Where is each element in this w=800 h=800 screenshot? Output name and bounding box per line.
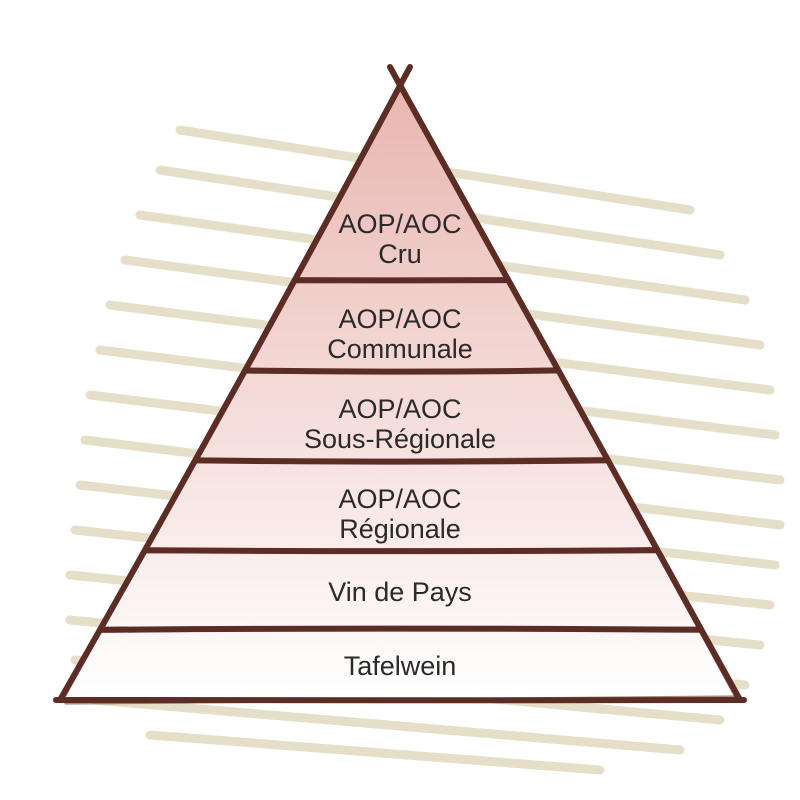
pyramid-fill: [60, 85, 740, 700]
pyramid-svg: [0, 0, 800, 800]
wine-pyramid-diagram: AOP/AOC Cru AOP/AOC Communale AOP/AOC So…: [0, 0, 800, 800]
